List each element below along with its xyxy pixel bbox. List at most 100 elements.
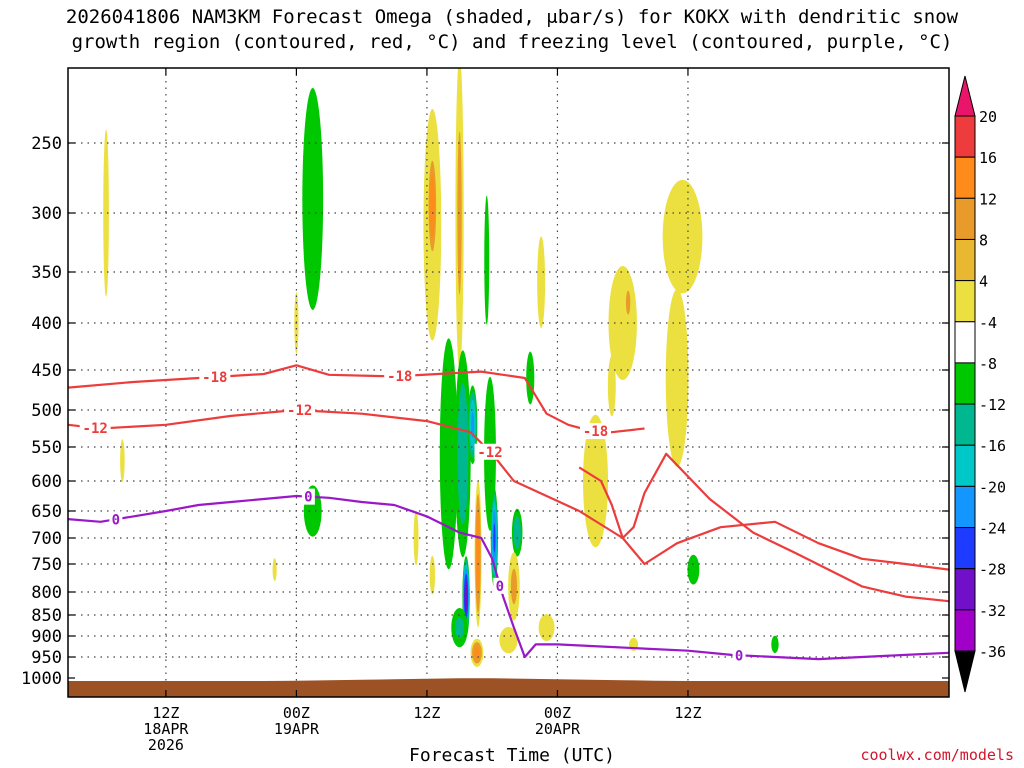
- contour-label: -12: [83, 421, 108, 437]
- y-tick-label: 600: [31, 472, 62, 492]
- omega-blob-35: [272, 558, 277, 581]
- omega-level-4: [537, 236, 546, 329]
- contour-label-bg: [79, 419, 111, 436]
- colorbar-swatch: [954, 609, 976, 652]
- colorbar-label: -20: [979, 478, 1006, 496]
- y-tick-label: 350: [31, 263, 62, 283]
- contour-label-bg: [284, 402, 316, 419]
- omega-blob-34: [429, 555, 436, 595]
- chart-title-line-2: growth region (contoured, red, °C) and f…: [71, 31, 953, 53]
- omega-blob-22: [662, 179, 703, 294]
- contour-label-bg: [493, 577, 507, 594]
- contour-label: 0: [112, 512, 120, 528]
- contour-label: 0: [304, 490, 312, 506]
- y-tick-label: 900: [31, 627, 62, 647]
- omega-blob-26: [687, 554, 700, 585]
- colorbar-label: -12: [979, 396, 1006, 414]
- contour-label-bg: [109, 511, 123, 528]
- omega-level-4: [499, 627, 518, 654]
- contour-label: -12: [287, 403, 312, 419]
- omega-blob-16: [470, 638, 484, 667]
- omega-blob-15: [508, 552, 520, 621]
- colorbar-label: -32: [979, 602, 1006, 620]
- omega-level--10: [459, 407, 467, 501]
- colorbar-label: 20: [979, 108, 997, 126]
- colorbar-label: -24: [979, 520, 1006, 538]
- terrain-surface: [68, 678, 949, 697]
- y-tick-label: 400: [31, 314, 62, 334]
- contour-label: 0: [735, 648, 743, 664]
- colorbar-label: 16: [979, 149, 997, 167]
- y-tick-label: 850: [31, 606, 62, 626]
- omega-level-14: [476, 526, 480, 581]
- omega-level--20: [493, 523, 496, 553]
- contour-label-bg: [301, 488, 315, 505]
- omega-blob-29: [120, 439, 125, 482]
- omega-level--10: [514, 521, 520, 544]
- x-tick-label: 12Z: [152, 704, 179, 722]
- omega-blob-28: [771, 635, 779, 654]
- source-credit[interactable]: coolwx.com/models: [860, 746, 1014, 764]
- omega-level--6: [772, 638, 778, 651]
- omega-blob-18: [499, 627, 518, 654]
- omega-level-8: [625, 290, 631, 315]
- colorbar-swatch: [954, 527, 976, 570]
- colorbar-bottom-arrow: [954, 650, 976, 693]
- y-tick-label: 300: [31, 204, 62, 224]
- colorbar-label: 8: [979, 231, 988, 249]
- colorbar-swatch: [954, 197, 976, 240]
- isotherm-line-0: [68, 364, 645, 434]
- plot-frame: [67, 67, 950, 698]
- omega-level-4: [662, 179, 703, 294]
- x-tick-label: 00Z: [544, 704, 571, 722]
- omega-level--8: [455, 617, 464, 638]
- y-tick-label: 450: [31, 361, 62, 381]
- colorbar-label: 12: [979, 190, 997, 208]
- contour-label-bg: [384, 368, 416, 385]
- x-tick-label: 2026: [148, 736, 184, 754]
- y-tick-label: 650: [31, 502, 62, 522]
- contour-label: -18: [387, 369, 412, 385]
- colorbar-swatch: [954, 444, 976, 487]
- colorbar-swatch: [954, 156, 976, 199]
- omega-blob-14: [511, 508, 523, 557]
- colorbar-label: -16: [979, 437, 1006, 455]
- colorbar: 20 16 12 8 4 -4 -8 -12 -16 -20 -24 -28 -32 -36: [954, 75, 1006, 693]
- omega-level-4: [429, 555, 436, 595]
- omega-blob-24: [607, 355, 616, 417]
- colorbar-swatch: [954, 362, 976, 405]
- omega-blob-25: [624, 279, 633, 326]
- isotherm-line-2: [68, 408, 949, 571]
- omega-blob-6: [484, 195, 490, 325]
- omega-level-14: [430, 185, 435, 227]
- y-tick-label: 950: [31, 648, 62, 668]
- colorbar-swatch: [954, 321, 976, 364]
- y-tick-label: 800: [31, 583, 62, 603]
- contour-label-bg: [580, 423, 612, 440]
- y-tick-label: 550: [31, 438, 62, 458]
- x-tick-label: 12Z: [674, 704, 701, 722]
- omega-level-12: [474, 647, 480, 659]
- omega-level--6: [305, 126, 320, 272]
- colorbar-swatch: [954, 280, 976, 323]
- omega-level--6: [442, 378, 455, 530]
- y-tick-label: 1000: [21, 669, 62, 689]
- contour-label: -18: [583, 424, 608, 440]
- x-axis-title: Forecast Time (UTC): [409, 745, 615, 766]
- omega-blob-4: [427, 149, 438, 263]
- y-axis: 2503003504004505005506006507007508008509…: [21, 134, 949, 689]
- chart-title-line-1: 2026041806 NAM3KM Forecast Omega (shaded…: [65, 6, 959, 28]
- y-tick-label: 250: [31, 134, 62, 154]
- omega-level--4: [484, 195, 490, 325]
- omega-blob-0: [103, 129, 109, 297]
- x-tick-label: 19APR: [274, 720, 320, 738]
- colorbar-label: -8: [979, 355, 997, 373]
- omega-blob-17: [451, 607, 468, 648]
- x-tick-label: 20APR: [535, 720, 581, 738]
- omega-level-4: [120, 439, 125, 482]
- ground-fill: [68, 678, 949, 697]
- omega-blob-11: [474, 479, 482, 628]
- omega-level-6: [608, 363, 615, 409]
- contour-label-bg: [199, 369, 231, 385]
